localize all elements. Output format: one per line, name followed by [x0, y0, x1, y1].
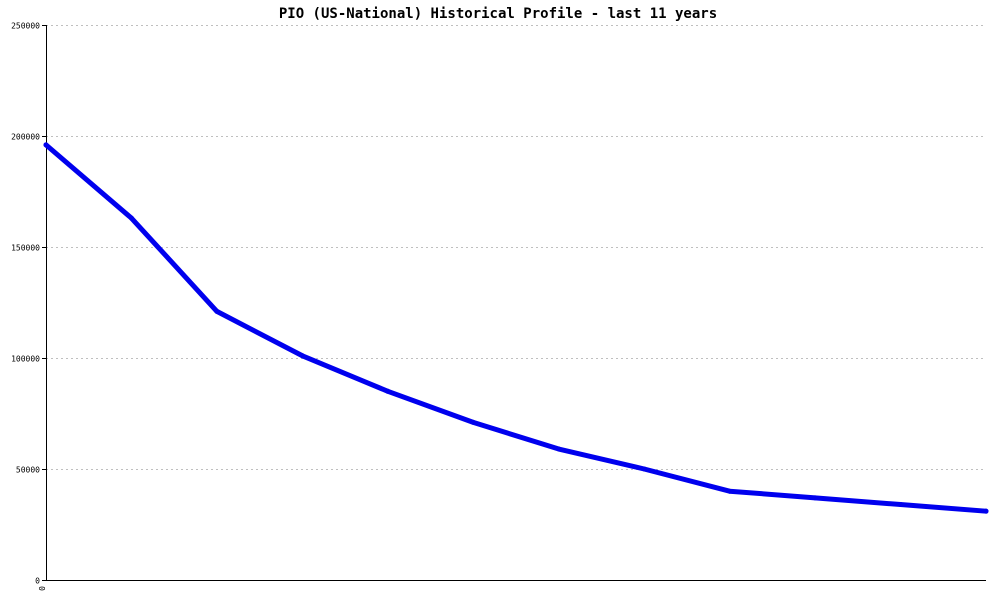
data-point	[43, 142, 49, 148]
data-point	[812, 495, 818, 501]
data-point	[385, 388, 391, 394]
y-tick-label: 200000	[11, 133, 40, 142]
series-line	[43, 142, 989, 514]
x-tick-label: 0	[38, 586, 47, 591]
data-point	[470, 419, 476, 425]
data-point	[983, 508, 989, 514]
data-point	[898, 502, 904, 508]
y-tick-label: 50000	[16, 466, 40, 475]
chart-title: PIO (US-National) Historical Profile - l…	[279, 6, 717, 22]
y-tick-label: 150000	[11, 244, 40, 253]
y-tick-label: 0	[35, 577, 40, 586]
y-tick-label: 100000	[11, 355, 40, 364]
axis-layer	[42, 25, 986, 581]
data-point	[128, 215, 134, 221]
data-point	[556, 446, 562, 452]
series-layer	[43, 142, 989, 514]
data-point	[214, 308, 220, 314]
tick-label-layer: 0 50000 100000 150000 200000 250000 0	[11, 22, 47, 591]
data-point	[727, 488, 733, 494]
grid-layer	[46, 25, 986, 470]
y-tick-label: 250000	[11, 22, 40, 31]
data-point	[641, 466, 647, 472]
data-point	[299, 353, 305, 359]
